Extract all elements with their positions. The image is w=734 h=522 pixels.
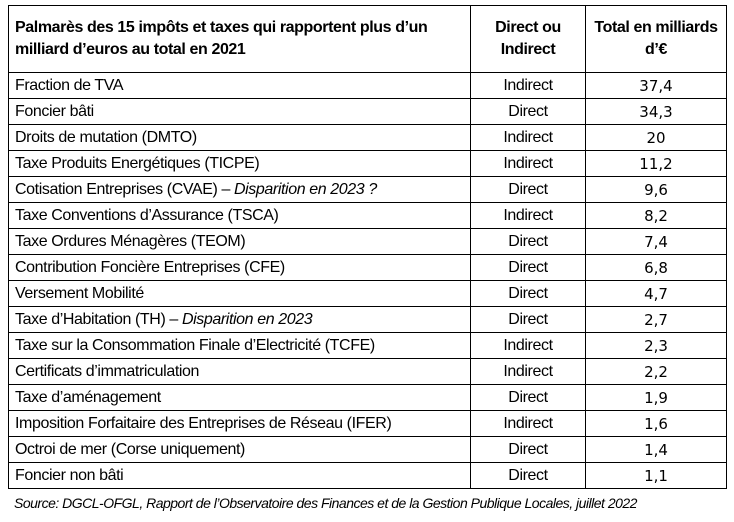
tax-name: Taxe sur la Consommation Finale d’Electr… [15, 336, 375, 354]
header-cell: Total en milliards d’€ [585, 5, 727, 73]
table-row: Taxe d’Habitation (TH) – Disparition en … [8, 306, 727, 333]
tax-name-cell: Foncier bâti [8, 98, 471, 125]
table-row: Fraction de TVA Indirect 37,4 [8, 72, 727, 99]
tax-total: 9,6 [585, 176, 727, 203]
tax-total: 20 [585, 124, 727, 151]
tax-name-cell: Droits de mutation (DMTO) [8, 124, 471, 151]
tax-name-cell: Taxe d’Habitation (TH) – Disparition en … [8, 306, 471, 333]
table-row: Foncier bâti Direct 34,3 [8, 98, 727, 125]
tax-name: Octroi de mer (Corse uniquement) [15, 440, 245, 458]
tax-type: Direct [470, 280, 586, 307]
source-note: Source: DGCL-OFGL, Rapport de l’Observat… [14, 495, 637, 511]
tax-total: 2,3 [585, 332, 727, 359]
tax-name: Taxe d’Habitation (TH) – [15, 310, 182, 328]
tax-name: Imposition Forfaitaire des Entreprises d… [15, 414, 392, 432]
tax-name: Certificats d’immatriculation [15, 362, 200, 380]
table-row: Taxe d’aménagement Direct 1,9 [8, 384, 727, 411]
table-row: Taxe Produits Energétiques (TICPE) Indire… [8, 150, 727, 177]
tax-name: Taxe d’aménagement [15, 388, 161, 406]
table-row: Taxe Ordures Ménagères (TEOM) Direct 7,4 [8, 228, 727, 255]
table-body: Fraction de TVA Indirect 37,4 Foncier bâti D… [8, 72, 727, 489]
tax-type: Indirect [470, 124, 586, 151]
table-row: Versement Mobilité Direct 4,7 [8, 280, 727, 307]
header-cell: Direct ou Indirect [470, 5, 586, 73]
tax-name-cell: Taxe Ordures Ménagères (TEOM) [8, 228, 471, 255]
tax-total: 1,1 [585, 462, 727, 489]
tax-total: 1,9 [585, 384, 727, 411]
tax-name-cell: Versement Mobilité [8, 280, 471, 307]
tax-type: Direct [470, 98, 586, 125]
tax-total: 6,8 [585, 254, 727, 281]
tax-type: Indirect [470, 72, 586, 99]
table-row: Contribution Foncière Entreprises (CFE) D… [8, 254, 727, 281]
tax-total: 2,2 [585, 358, 727, 385]
tax-name: Taxe Conventions d’Assurance (TSCA) [15, 206, 279, 224]
tax-name-cell: Cotisation Entreprises (CVAE) – Disparit… [8, 176, 471, 203]
table-row: Taxe Conventions d’Assurance (TSCA) Indir… [8, 202, 727, 229]
tax-name-cell: Taxe Conventions d’Assurance (TSCA) [8, 202, 471, 229]
tax-total: 37,4 [585, 72, 727, 99]
table-row: Cotisation Entreprises (CVAE) – Disparit… [8, 176, 727, 203]
header-row: Palmarès des 15 impôts et taxes qui rapp… [8, 5, 727, 73]
tax-name: Droits de mutation (DMTO) [15, 128, 197, 146]
tax-name-cell: Fraction de TVA [8, 72, 471, 99]
tax-type: Direct [470, 384, 586, 411]
tax-type: Indirect [470, 332, 586, 359]
table-row: Octroi de mer (Corse uniquement) Direct 1,… [8, 436, 727, 463]
tax-total: 4,7 [585, 280, 727, 307]
tax-total: 1,6 [585, 410, 727, 437]
tax-note: Disparition en 2023 ? [234, 180, 377, 198]
tax-type: Indirect [470, 410, 586, 437]
tax-type: Indirect [470, 150, 586, 177]
table-row: Foncier non bâti Direct 1,1 [8, 462, 727, 489]
tax-type: Direct [470, 306, 586, 333]
tax-name: Fraction de TVA [15, 76, 124, 94]
tax-total: 34,3 [585, 98, 727, 125]
tax-type: Indirect [470, 202, 586, 229]
tax-total: 1,4 [585, 436, 727, 463]
tax-table: Palmarès des 15 impôts et taxes qui rapp… [8, 5, 727, 489]
table-row: Imposition Forfaitaire des Entreprises d… [8, 410, 727, 437]
tax-name-cell: Taxe Produits Energétiques (TICPE) [8, 150, 471, 177]
tax-total: 8,2 [585, 202, 727, 229]
tax-type: Direct [470, 254, 586, 281]
table-row: Droits de mutation (DMTO) Indirect 20 [8, 124, 727, 151]
tax-name: Versement Mobilité [15, 284, 144, 302]
tax-type: Direct [470, 462, 586, 489]
tax-type: Direct [470, 228, 586, 255]
tax-type: Direct [470, 176, 586, 203]
table-row: Taxe sur la Consommation Finale d’Electr… [8, 332, 727, 359]
tax-name-cell: Imposition Forfaitaire des Entreprises d… [8, 410, 471, 437]
tax-type: Direct [470, 436, 586, 463]
tax-note: Disparition en 2023 [181, 310, 313, 328]
table-row: Certificats d’immatriculation Indirect 2,2 [8, 358, 727, 385]
tax-total: 11,2 [585, 150, 727, 177]
header-cell: Palmarès des 15 impôts et taxes qui rapp… [8, 5, 471, 73]
tax-name-cell: Taxe d’aménagement [8, 384, 471, 411]
tax-name-cell: Contribution Foncière Entreprises (CFE) [8, 254, 471, 281]
tax-name: Contribution Foncière Entreprises (CFE) [15, 258, 285, 276]
tax-name-cell: Foncier non bâti [8, 462, 471, 489]
tax-name-cell: Taxe sur la Consommation Finale d’Electr… [8, 332, 471, 359]
tax-name-cell: Certificats d’immatriculation [8, 358, 471, 385]
tax-name: Taxe Produits Energétiques (TICPE) [15, 154, 260, 172]
tax-name: Foncier bâti [15, 102, 94, 120]
tax-type: Indirect [470, 358, 586, 385]
tax-name: Cotisation Entreprises (CVAE) – [15, 180, 234, 198]
tax-total: 2,7 [585, 306, 727, 333]
tax-name: Foncier non bâti [15, 466, 124, 484]
tax-total: 7,4 [585, 228, 727, 255]
tax-name: Taxe Ordures Ménagères (TEOM) [15, 232, 246, 250]
tax-name-cell: Octroi de mer (Corse uniquement) [8, 436, 471, 463]
